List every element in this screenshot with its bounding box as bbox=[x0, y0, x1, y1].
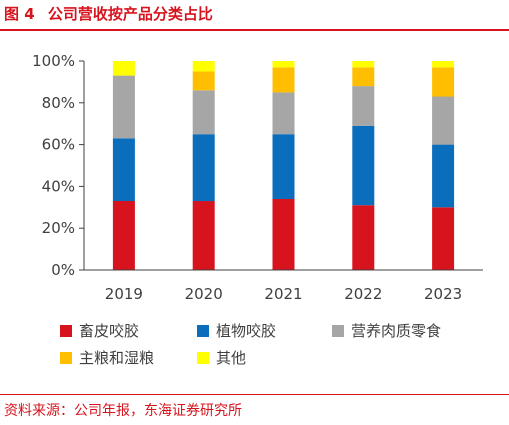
bar-segment bbox=[432, 67, 455, 97]
legend-label: 主粮和湿粮 bbox=[79, 349, 154, 367]
bar-segment bbox=[432, 96, 455, 145]
x-tick-label: 2019 bbox=[105, 285, 143, 303]
y-tick-label: 20% bbox=[42, 219, 75, 237]
figure-number: 图 4 bbox=[4, 5, 35, 23]
bar-segment bbox=[112, 138, 135, 201]
x-tick-label: 2022 bbox=[344, 285, 382, 303]
bar-segment bbox=[352, 125, 375, 206]
figure-title: 图 4 公司营收按产品分类占比 bbox=[4, 3, 213, 24]
bar-segment bbox=[432, 144, 455, 208]
title-rule bbox=[0, 29, 509, 31]
bar-segment bbox=[192, 134, 215, 202]
bar-segment bbox=[112, 201, 135, 270]
bar-segment bbox=[192, 61, 215, 72]
legend-label: 其他 bbox=[216, 349, 246, 367]
bar-segment bbox=[352, 86, 375, 126]
bar-segment bbox=[112, 61, 135, 76]
x-tick-label: 2023 bbox=[424, 285, 462, 303]
legend-swatch bbox=[197, 352, 209, 364]
bar-segment bbox=[272, 92, 295, 135]
axes-layer: 2019 2020 2021 2022 2023 0% 20% 40% 60% 80% 100% bbox=[32, 52, 483, 303]
bar-segment bbox=[192, 90, 215, 135]
stacked-bar-chart: 2019 2020 2021 2022 2023 0% 20% 40% 60% 80% 100% 畜… bbox=[32, 52, 483, 367]
y-tick-label: 60% bbox=[42, 136, 75, 154]
y-tick-label: 80% bbox=[42, 94, 75, 112]
y-tick-label: 0% bbox=[51, 261, 75, 279]
y-tick-label: 40% bbox=[42, 177, 75, 195]
x-tick-label: 2021 bbox=[264, 285, 302, 303]
bar-segment bbox=[352, 67, 375, 87]
legend-label: 营养肉质零食 bbox=[351, 322, 441, 340]
bar-segment bbox=[432, 207, 455, 270]
bar-segment bbox=[352, 61, 375, 68]
bar-segment bbox=[192, 201, 215, 270]
legend-swatch bbox=[60, 325, 72, 337]
bar-segment bbox=[192, 71, 215, 91]
legend-label: 植物咬胶 bbox=[216, 322, 276, 340]
bar-segment bbox=[352, 205, 375, 270]
legend-swatch bbox=[60, 352, 72, 364]
legend-swatch bbox=[197, 325, 209, 337]
chart-title: 公司营收按产品分类占比 bbox=[47, 5, 213, 23]
bar-segment bbox=[272, 134, 295, 199]
bar-segment bbox=[272, 61, 295, 68]
bar-segment bbox=[112, 75, 135, 139]
legend-label: 畜皮咬胶 bbox=[79, 322, 139, 340]
bar-segment bbox=[272, 67, 295, 93]
source-note: 资料来源：公司年报，东海证券研究所 bbox=[4, 403, 242, 419]
bars-layer bbox=[112, 61, 455, 270]
legend-swatch bbox=[332, 325, 344, 337]
bar-segment bbox=[272, 198, 295, 270]
bar-segment bbox=[432, 61, 455, 68]
source-rule bbox=[0, 394, 509, 395]
x-tick-label: 2020 bbox=[185, 285, 223, 303]
y-tick-label: 100% bbox=[32, 52, 75, 70]
